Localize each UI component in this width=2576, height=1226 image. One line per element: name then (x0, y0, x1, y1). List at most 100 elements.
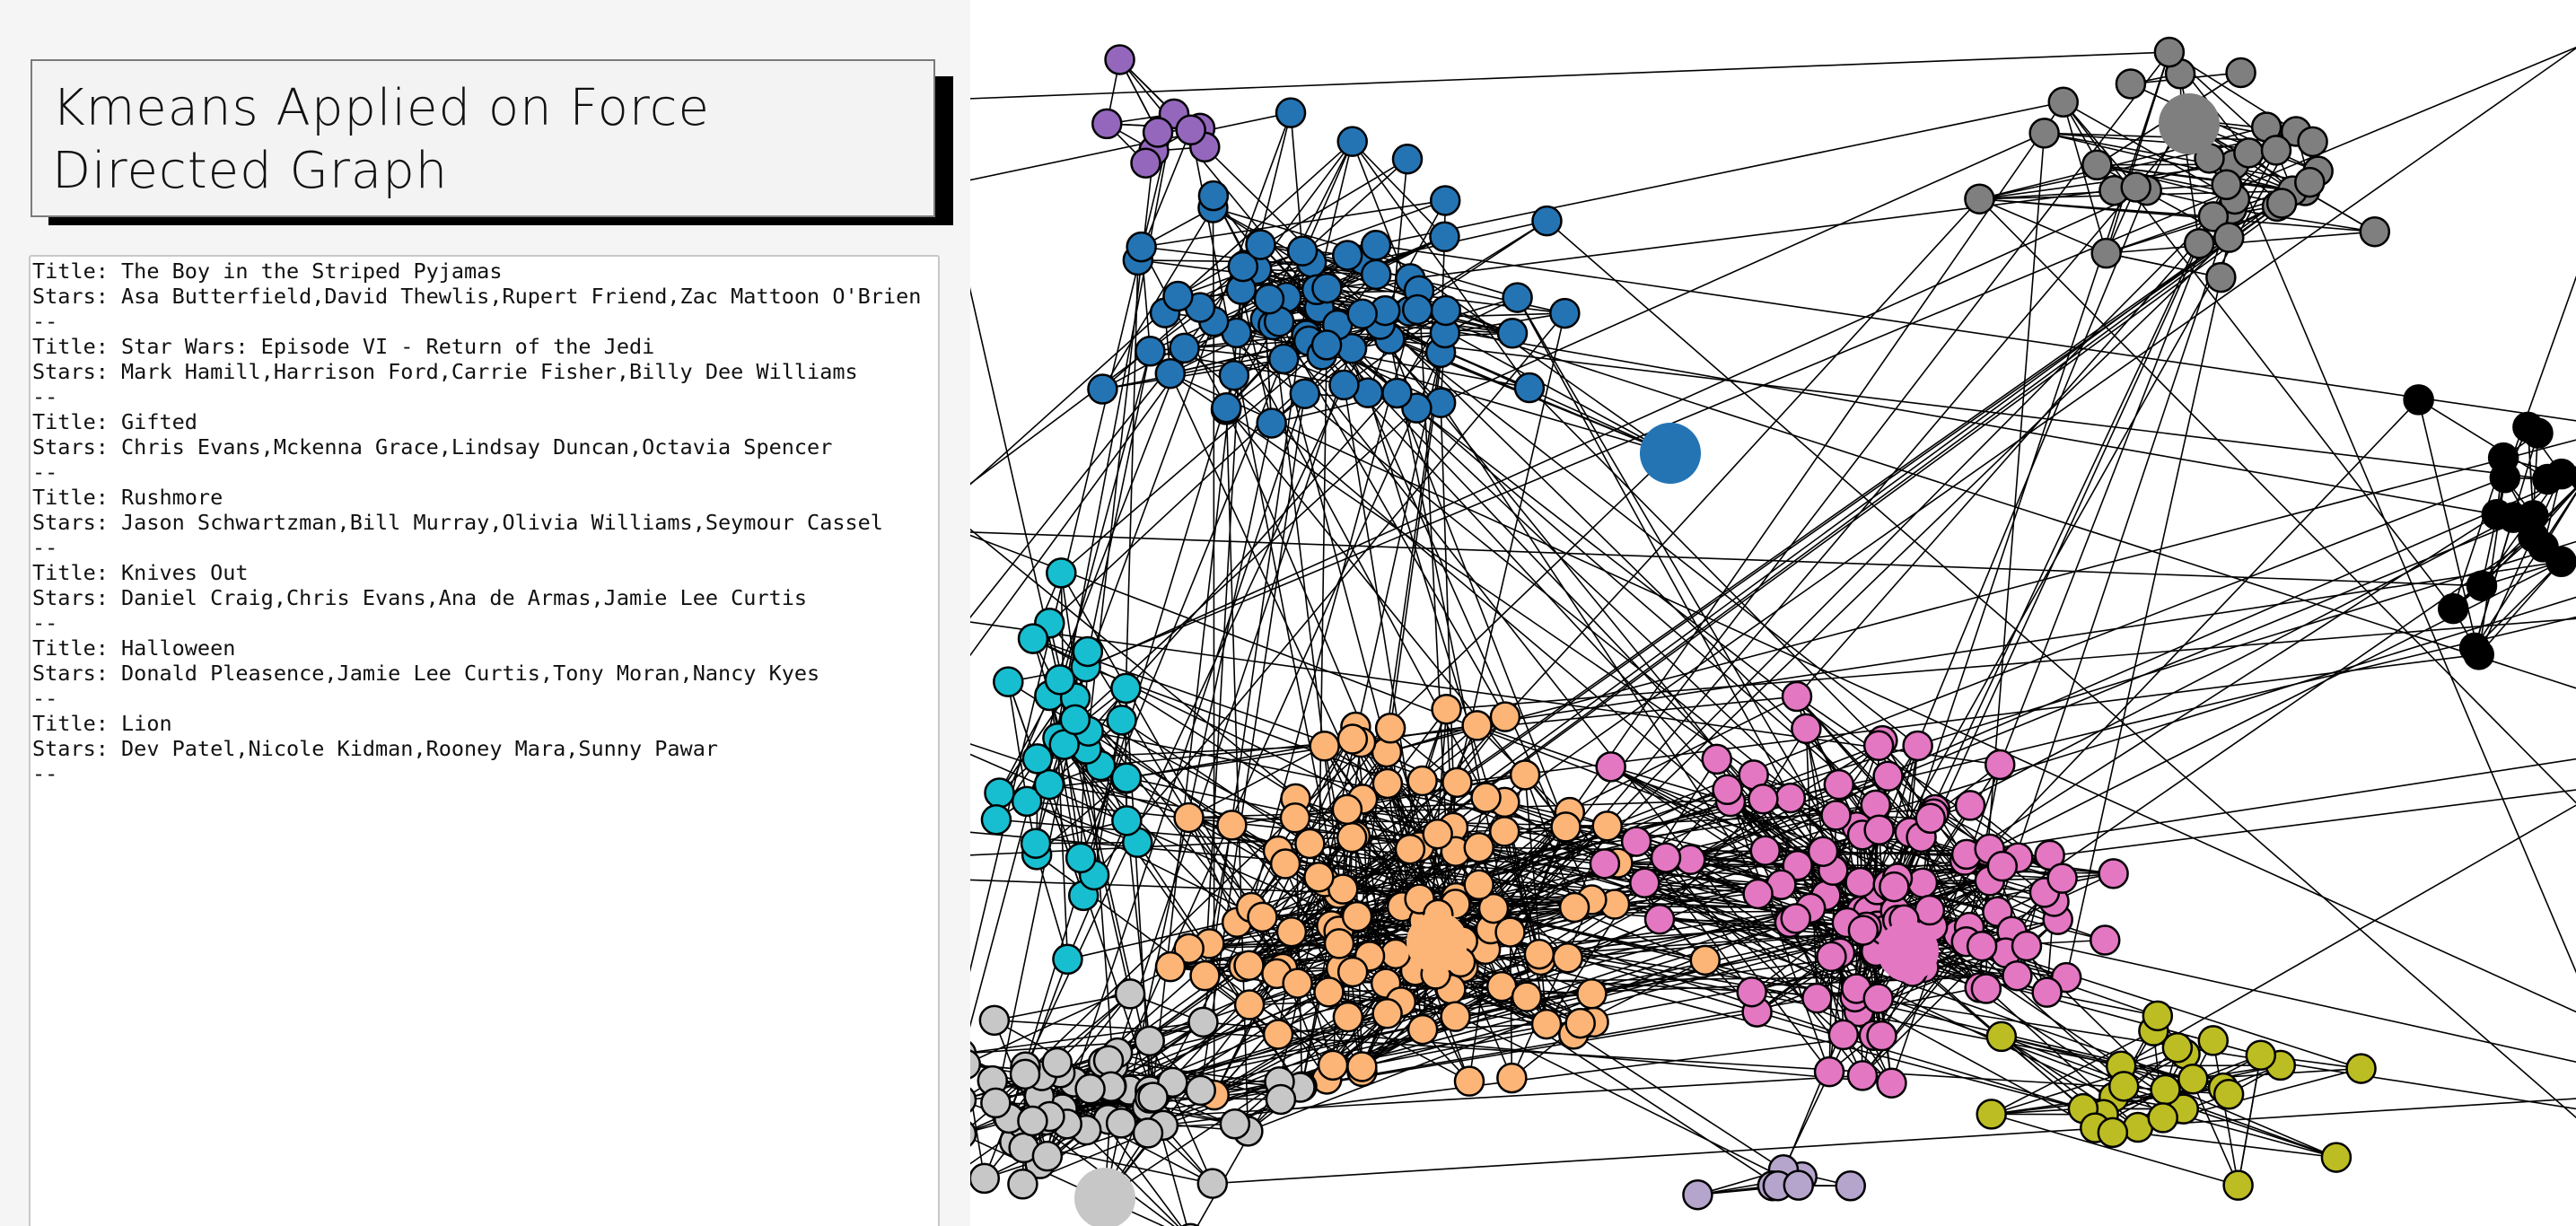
graph-node[interactable] (1294, 828, 1326, 860)
graph-node[interactable] (1332, 1001, 1364, 1033)
graph-node[interactable] (1511, 981, 1543, 1012)
graph-node[interactable] (1620, 826, 1652, 857)
graph-node[interactable] (2097, 1117, 2129, 1149)
graph-node[interactable] (1233, 950, 1265, 981)
graph-node[interactable] (2161, 1032, 2194, 1064)
graph-node[interactable] (1863, 814, 1895, 845)
graph-node[interactable] (2002, 959, 2033, 992)
graph-node[interactable] (1327, 873, 1359, 905)
graph-node[interactable] (1336, 821, 1368, 854)
graph-node[interactable] (1175, 114, 1206, 146)
graph-node[interactable] (1017, 623, 1049, 654)
graph-node[interactable] (1643, 904, 1676, 935)
graph-node[interactable] (1986, 850, 2019, 882)
graph-node[interactable] (1196, 1168, 1229, 1199)
graph-node[interactable] (1906, 867, 1939, 898)
graph-node[interactable] (2466, 570, 2498, 601)
graph-node[interactable] (2107, 1071, 2140, 1102)
graph-node[interactable] (1233, 989, 1266, 1020)
graph-node[interactable] (1275, 97, 1307, 128)
graph-node[interactable] (1406, 1013, 1439, 1046)
graph-node[interactable] (1494, 916, 1526, 948)
graph-node[interactable] (2320, 1142, 2353, 1173)
graph-node[interactable] (1807, 836, 1839, 867)
graph-node[interactable] (2031, 976, 2063, 1008)
graph-node[interactable] (1310, 329, 1343, 361)
graph-node[interactable] (2098, 858, 2129, 889)
graph-node[interactable] (1712, 774, 1743, 806)
graph-node[interactable] (2177, 1064, 2209, 1095)
graph-node[interactable] (1289, 378, 1321, 409)
graph-node[interactable] (1336, 956, 1369, 988)
graph-node[interactable] (2197, 1025, 2230, 1056)
graph-node[interactable] (2147, 1102, 2178, 1134)
graph-node[interactable] (1827, 1019, 1860, 1051)
cluster-centroid-node[interactable] (1640, 423, 1701, 484)
graph-node[interactable] (1576, 978, 1608, 1010)
graph-node[interactable] (978, 1004, 1011, 1037)
graph-node[interactable] (1017, 1105, 1048, 1137)
graph-node[interactable] (2403, 384, 2434, 416)
graph-node[interactable] (1011, 785, 1043, 818)
graph-node[interactable] (1132, 1117, 1164, 1149)
graph-node[interactable] (1169, 332, 1200, 364)
graph-node[interactable] (1072, 635, 1104, 668)
graph-node[interactable] (1954, 790, 1986, 821)
graph-node[interactable] (1531, 205, 1563, 237)
graph-node[interactable] (2487, 442, 2519, 474)
graph-node[interactable] (1813, 1055, 1845, 1088)
graph-node[interactable] (1564, 1007, 1596, 1039)
graph-node[interactable] (1682, 1178, 1713, 1211)
graph-node[interactable] (1391, 143, 1424, 175)
graph-node[interactable] (1265, 1083, 1297, 1116)
graph-node[interactable] (1862, 730, 1895, 762)
graph-node[interactable] (2437, 592, 2469, 625)
graph-node[interactable] (1820, 800, 1852, 831)
graph-node[interactable] (2046, 863, 2078, 894)
graph-node[interactable] (970, 1086, 977, 1115)
graph-node[interactable] (2522, 417, 2554, 449)
graph-node[interactable] (2205, 261, 2237, 293)
graph-node[interactable] (1523, 938, 1555, 970)
graph-node[interactable] (1142, 117, 1174, 148)
graph-node[interactable] (2225, 57, 2256, 89)
graph-node[interactable] (1902, 730, 1933, 762)
graph-node[interactable] (1311, 272, 1343, 304)
graph-node[interactable] (1059, 704, 1091, 736)
graph-node[interactable] (1742, 878, 1774, 910)
graph-node[interactable] (2115, 68, 2147, 100)
graph-node[interactable] (2120, 171, 2151, 203)
graph-node[interactable] (970, 1049, 982, 1080)
graph-node[interactable] (1106, 705, 1137, 736)
graph-node[interactable] (2150, 1073, 2181, 1106)
graph-node[interactable] (1380, 938, 1412, 970)
cluster-centroid-node[interactable] (1074, 1168, 1135, 1226)
graph-node[interactable] (1346, 298, 1378, 329)
graph-node[interactable] (1429, 185, 1461, 216)
graph-node[interactable] (1041, 1046, 1073, 1079)
graph-node[interactable] (1154, 357, 1187, 390)
graph-node[interactable] (2233, 137, 2265, 169)
graph-node[interactable] (1488, 816, 1520, 847)
graph-node[interactable] (1336, 723, 1369, 755)
graph-node[interactable] (1218, 360, 1250, 391)
graph-node[interactable] (1331, 240, 1363, 271)
graph-node[interactable] (2142, 1000, 2174, 1032)
graph-node[interactable] (980, 1087, 1012, 1119)
graph-node[interactable] (970, 1162, 1001, 1195)
cluster-centroid-node[interactable] (2159, 93, 2220, 154)
graph-node[interactable] (1823, 768, 1855, 801)
graph-node[interactable] (2545, 458, 2576, 490)
graph-node[interactable] (1031, 1140, 1064, 1172)
graph-canvas[interactable] (970, 0, 2576, 1226)
graph-node[interactable] (1394, 833, 1426, 865)
graph-node[interactable] (1189, 959, 1221, 992)
graph-node[interactable] (2359, 215, 2391, 248)
graph-node[interactable] (1262, 1019, 1294, 1050)
graph-node[interactable] (2028, 118, 2060, 149)
graph-node[interactable] (1513, 372, 1546, 404)
graph-node[interactable] (1341, 900, 1373, 933)
graph-node[interactable] (1650, 842, 1682, 873)
graph-node[interactable] (1227, 250, 1259, 283)
graph-node[interactable] (1846, 1060, 1879, 1091)
